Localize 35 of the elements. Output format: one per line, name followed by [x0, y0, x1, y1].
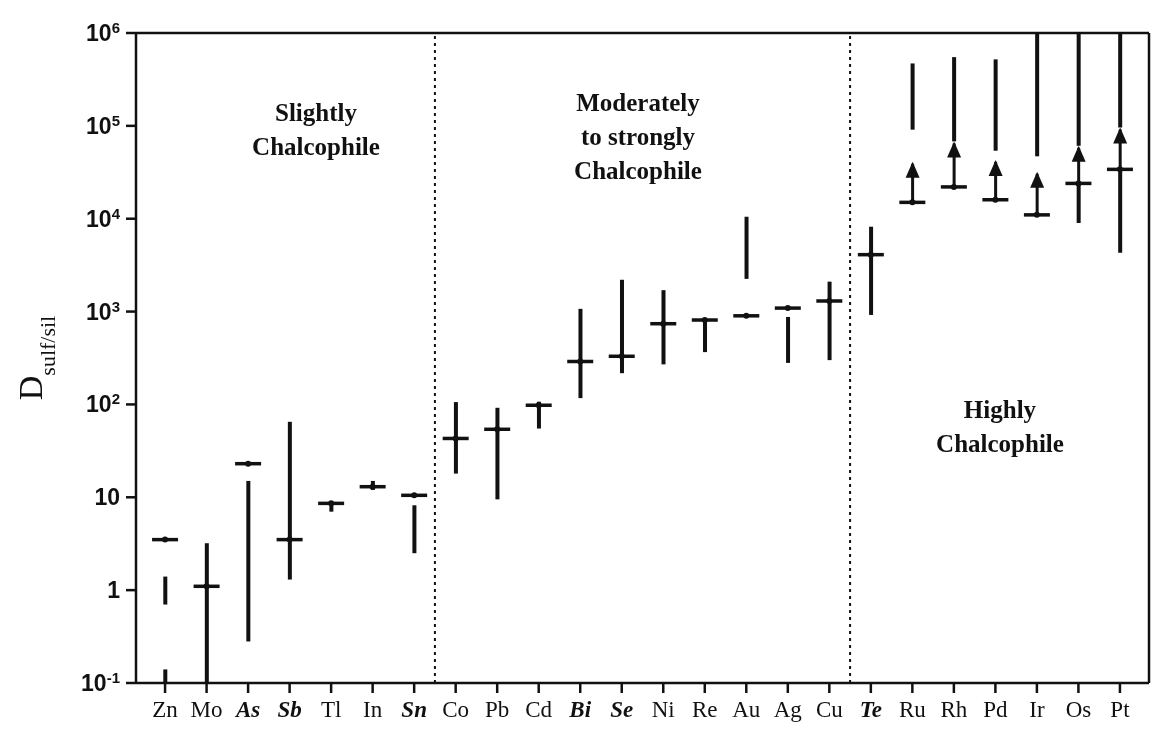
y-tick-label: 1 [107, 577, 121, 604]
x-tick-label: Ir [1029, 697, 1045, 722]
x-tick-label: Sb [277, 697, 302, 722]
x-tick-label: Ni [651, 697, 675, 722]
y-tick-label: 10$^{3}$ [86, 297, 120, 325]
x-tick-label: As [233, 697, 261, 722]
y-tick-label: 10$^{5}$ [86, 111, 120, 139]
annotation: Slightly Chalcophile [252, 98, 380, 162]
x-tick-label: Tl [320, 697, 342, 722]
y-tick-label: 10$^{4}$ [86, 204, 121, 232]
y-tick-label: 10$^{2}$ [86, 389, 120, 418]
x-tick-label: Re [691, 697, 718, 722]
x-tick-label: Ru [898, 697, 927, 722]
x-tick-label: Os [1065, 697, 1092, 722]
x-tick-label: Se [610, 697, 634, 722]
x-tick-label: Sn [401, 697, 427, 722]
x-tick-label: Rh [940, 697, 968, 722]
annotation: Moderately to strongly Chalcophile [574, 88, 702, 186]
y-tick-label: 10$^{-1}$ [81, 668, 120, 696]
x-tick-label: Ag [773, 697, 803, 722]
x-tick-label: Pd [983, 697, 1009, 722]
x-tick-label: Au [732, 697, 761, 722]
y-tick-label: 10 [94, 484, 120, 511]
x-tick-label: Bi [568, 697, 592, 722]
x-tick-label: Cd [525, 697, 553, 722]
x-tick-label: Cu [815, 697, 844, 722]
x-tick-label: Co [442, 697, 470, 722]
y-tick-label: 10$^{6}$ [86, 18, 120, 46]
annotation: Highly Chalcophile [936, 395, 1064, 459]
x-tick-label: Te [859, 697, 882, 722]
x-tick-label: Mo [190, 697, 223, 722]
x-tick-label: Pb [485, 697, 510, 722]
x-tick-label: Zn [152, 697, 179, 722]
x-tick-label: Pt [1110, 697, 1131, 722]
x-tick-label: In [363, 697, 383, 722]
